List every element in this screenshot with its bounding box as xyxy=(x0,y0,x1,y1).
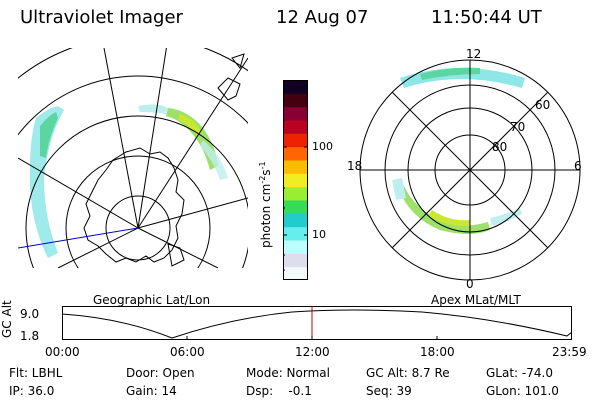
altitude-xtick-0000: 00:00 xyxy=(45,345,80,359)
colorbar-step xyxy=(283,226,308,241)
colorbar xyxy=(283,80,308,280)
colorbar-step xyxy=(283,160,308,174)
colorbar-step xyxy=(283,240,308,254)
status-mode: Mode: Normal xyxy=(246,366,330,380)
colorbar-step xyxy=(283,186,308,201)
magnetic-polar-plot xyxy=(359,59,581,281)
status-glat: GLat: -74.0 xyxy=(486,366,553,380)
altitude-ytick-high: 9.0 xyxy=(20,307,40,321)
date-label: 12 Aug 07 xyxy=(276,7,369,28)
colorbar-step xyxy=(283,120,308,134)
colorbar-step xyxy=(283,80,308,94)
colorbar-step xyxy=(283,146,308,161)
colorbar-step xyxy=(283,253,308,268)
magnetic-label: Apex MLat/MLT xyxy=(431,293,521,307)
altitude-xtick-0600: 06:00 xyxy=(170,345,205,359)
mlt-label-18: 18 xyxy=(347,159,363,173)
colorbar-step xyxy=(283,93,308,108)
aurora-emission-geo xyxy=(29,104,228,258)
mlt-label-0: 0 xyxy=(466,277,474,291)
status-gain: Gain: 14 xyxy=(126,384,177,398)
status-ip: IP: 36.0 xyxy=(9,384,55,398)
geographic-label: Geographic Lat/Lon xyxy=(93,293,211,307)
mlat-label-70: 70 xyxy=(510,120,526,134)
colorbar-step xyxy=(283,213,308,228)
altitude-xtick-1200: 12:00 xyxy=(295,345,330,359)
altitude-plot xyxy=(62,306,572,340)
mlat-label-80: 80 xyxy=(492,140,508,154)
colorbar-tick-100: 100 xyxy=(312,140,333,153)
aurora-emission-mag xyxy=(392,67,525,234)
colorbar-step xyxy=(283,133,308,148)
colorbar-step xyxy=(283,266,308,280)
colorbar-step xyxy=(283,200,308,214)
instrument-title: Ultraviolet Imager xyxy=(20,7,183,28)
colorbar-step xyxy=(283,173,308,188)
status-dsp: Dsp: -0.1 xyxy=(246,384,312,398)
altitude-xtick-2359: 23:59 xyxy=(552,345,587,359)
mlt-label-12: 12 xyxy=(466,47,482,61)
colorbar-tick-10: 10 xyxy=(312,228,326,241)
status-flt: Flt: LBHL xyxy=(9,366,63,380)
colorbar-step xyxy=(283,106,308,121)
mlt-label-6: 6 xyxy=(574,159,582,173)
status-gc-alt: GC Alt: 8.7 Re xyxy=(366,366,450,380)
colorbar-unit-label: photon cm-2s-1 xyxy=(258,161,273,248)
altitude-ytick-low: 1.8 xyxy=(20,329,40,343)
status-glon: GLon: 101.0 xyxy=(486,384,559,398)
status-seq: Seq: 39 xyxy=(366,384,412,398)
status-door: Door: Open xyxy=(126,366,195,380)
geographic-map xyxy=(18,48,248,268)
altitude-xtick-1800: 18:00 xyxy=(420,345,455,359)
mlat-label-60: 60 xyxy=(535,98,551,112)
time-label: 11:50:44 UT xyxy=(431,7,542,28)
altitude-ylabel: GC Alt xyxy=(0,300,14,338)
